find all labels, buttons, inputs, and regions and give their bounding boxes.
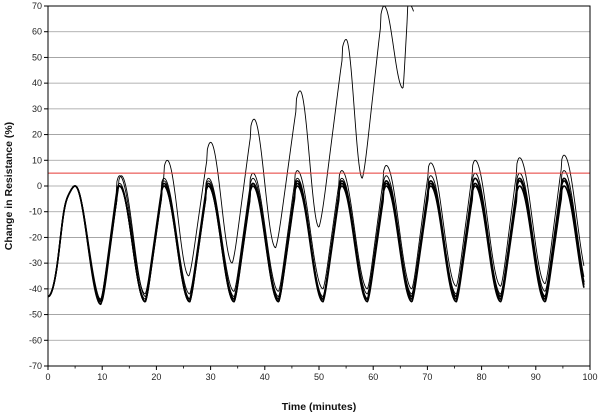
x-tick-label: 20 [151, 372, 161, 382]
y-tick-label: -70 [29, 361, 42, 371]
y-tick-label: 60 [32, 27, 42, 37]
series-layer [48, 6, 585, 306]
series-line [48, 154, 585, 300]
x-tick-label: 100 [582, 372, 597, 382]
y-tick-label: 20 [32, 130, 42, 140]
y-tick-label: 10 [32, 155, 42, 165]
x-tick-label: 0 [45, 372, 50, 382]
y-tick-label: 70 [32, 1, 42, 11]
x-axis-ticks: 0 10 20 30 40 50 60 70 80 90 100 [45, 366, 598, 382]
y-tick-label: -50 [29, 310, 42, 320]
grid-lines [48, 5, 590, 367]
x-tick-label: 30 [206, 372, 216, 382]
y-tick-label: -60 [29, 335, 42, 345]
x-axis-label: Time (minutes) [282, 401, 356, 413]
y-tick-label: -30 [29, 258, 42, 268]
x-tick-label: 80 [477, 372, 487, 382]
y-axis-label: Change in Resistance (%) [3, 122, 15, 250]
y-tick-label: 30 [32, 104, 42, 114]
x-tick-label: 60 [368, 372, 378, 382]
y-axis-ticks: 70 60 50 40 30 20 10 0 -10 -20 -30 -40 -50 -60 -70 [29, 1, 48, 371]
x-tick-label: 10 [97, 372, 107, 382]
x-tick-label: 50 [314, 372, 324, 382]
series-line [48, 185, 585, 306]
x-tick-label: 90 [531, 372, 541, 382]
y-tick-label: -20 [29, 232, 42, 242]
y-tick-label: 40 [32, 78, 42, 88]
y-tick-label: 50 [32, 52, 42, 62]
x-tick-label: 70 [422, 372, 432, 382]
x-tick-label: 40 [260, 372, 270, 382]
y-tick-label: 0 [37, 181, 42, 191]
y-tick-label: -10 [29, 207, 42, 217]
y-tick-label: -40 [29, 284, 42, 294]
